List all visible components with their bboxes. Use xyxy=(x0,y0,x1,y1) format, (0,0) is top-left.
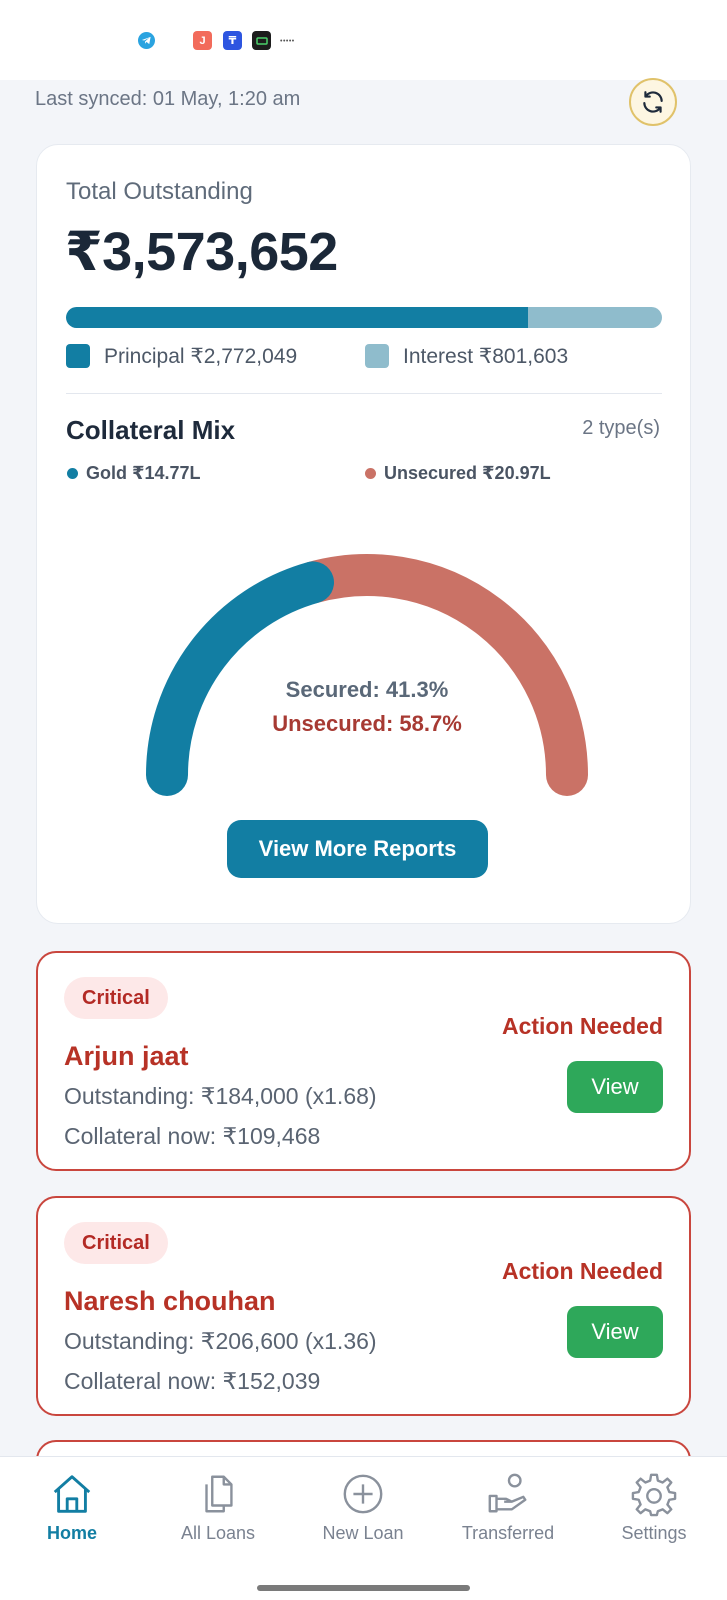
home-icon xyxy=(53,1475,91,1513)
last-synced-text: Last synced: 01 May, 1:20 am xyxy=(35,88,301,110)
refresh-button[interactable] xyxy=(629,78,677,126)
gear-icon xyxy=(631,1473,677,1517)
gold-label: Gold ₹14.77L xyxy=(86,463,201,483)
critical-badge: Critical xyxy=(64,977,168,1019)
nav-all-loans[interactable]: All Loans xyxy=(148,1471,288,1544)
gauge-secured-text: Secured: 41.3% xyxy=(285,677,449,702)
j-app-icon: J xyxy=(193,31,212,50)
summary-card: Total Outstanding ₹3,573,652 Principal ₹… xyxy=(36,144,691,924)
nav-transferred-label: Transferred xyxy=(461,1523,555,1543)
nav-home-label: Home xyxy=(46,1523,97,1543)
home-indicator xyxy=(257,1585,470,1591)
action-needed-label: Action Needed xyxy=(501,1258,663,1284)
view-button[interactable]: View xyxy=(567,1061,663,1113)
status-dots: ••••• xyxy=(280,38,295,45)
unsecured-legend: Unsecured ₹20.97L xyxy=(365,463,551,484)
divider xyxy=(66,393,662,394)
nav-settings[interactable]: Settings xyxy=(584,1471,724,1544)
unsecured-dot xyxy=(365,468,376,479)
legend-interest: Interest ₹801,603 xyxy=(365,341,568,371)
alert-card: Critical Naresh chouhan Outstanding: ₹20… xyxy=(36,1196,691,1416)
action-needed-label: Action Needed xyxy=(501,1013,663,1039)
interest-swatch xyxy=(365,344,389,368)
total-outstanding-label: Total Outstanding xyxy=(66,178,253,205)
principal-swatch xyxy=(66,344,90,368)
outstanding-text: Outstanding: ₹206,600 (x1.36) xyxy=(64,1328,377,1354)
collateral-text: Collateral now: ₹152,039 xyxy=(64,1368,321,1394)
bottom-nav: Home All Loans New Loan Transferred Sett… xyxy=(0,1456,727,1600)
view-button[interactable]: View xyxy=(567,1306,663,1358)
critical-badge: Critical xyxy=(64,1222,168,1264)
t-app-icon: ₸ xyxy=(223,31,242,50)
interest-label: Interest ₹801,603 xyxy=(403,344,569,368)
legend-principal: Principal ₹2,772,049 xyxy=(66,341,297,371)
alert-card: Critical Arjun jaat Outstanding: ₹184,00… xyxy=(36,951,691,1171)
principal-label: Principal ₹2,772,049 xyxy=(104,344,298,368)
telegram-icon xyxy=(138,32,155,49)
nav-home[interactable]: Home xyxy=(2,1471,142,1544)
plus-circle-icon xyxy=(343,1474,383,1514)
collateral-type-count: 2 type(s) xyxy=(582,417,660,439)
outstanding-text: Outstanding: ₹184,000 (x1.68) xyxy=(64,1083,377,1109)
nav-settings-label: Settings xyxy=(621,1523,687,1543)
view-more-reports-button[interactable]: View More Reports xyxy=(227,820,488,878)
nav-all-loans-label: All Loans xyxy=(180,1523,256,1543)
gauge-secured-arc xyxy=(146,561,335,796)
borrower-name: Arjun jaat xyxy=(64,1041,189,1071)
principal-progress-fill xyxy=(66,307,529,328)
collateral-text: Collateral now: ₹109,468 xyxy=(64,1123,321,1149)
borrower-name: Naresh chouhan xyxy=(64,1286,276,1316)
hand-coin-icon xyxy=(488,1473,527,1513)
gold-legend: Gold ₹14.77L xyxy=(67,463,201,484)
collateral-gauge: Secured: 41.3% Unsecured: 58.7% xyxy=(127,535,607,805)
gold-dot xyxy=(67,468,78,479)
sync-row: Last synced: 01 May, 1:20 am xyxy=(35,78,695,138)
collateral-mix-title: Collateral Mix xyxy=(66,415,236,445)
nav-new-loan[interactable]: New Loan xyxy=(293,1471,433,1544)
status-bar: J ₸ ••••• xyxy=(0,0,727,80)
documents-icon xyxy=(205,1475,233,1513)
unsecured-label: Unsecured ₹20.97L xyxy=(384,463,551,483)
total-outstanding-value: ₹3,573,652 xyxy=(65,222,338,282)
money-app-icon xyxy=(252,31,271,50)
gauge-unsecured-text: Unsecured: 58.7% xyxy=(272,711,462,736)
refresh-icon xyxy=(643,91,663,113)
nav-transferred[interactable]: Transferred xyxy=(438,1471,578,1544)
gauge-unsecured-arc xyxy=(292,554,588,796)
outstanding-progress-bar xyxy=(66,307,662,328)
nav-new-loan-label: New Loan xyxy=(322,1523,404,1543)
